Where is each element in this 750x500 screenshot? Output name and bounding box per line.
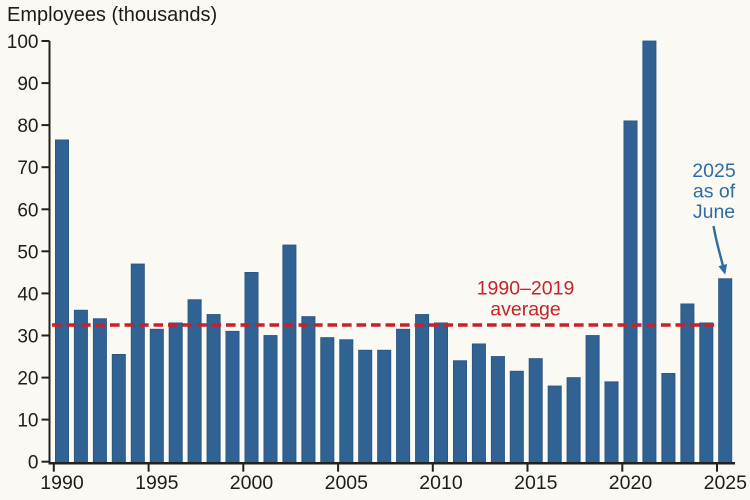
- bar-2002: [282, 244, 297, 464]
- y-tick-label-60: 60: [17, 200, 38, 221]
- x-tick-label-2010: 2010: [419, 472, 463, 494]
- y-tick-label-100: 100: [7, 32, 39, 53]
- bar-2017: [566, 377, 581, 464]
- bars-group: [55, 40, 733, 464]
- annotation-line1: 2025: [692, 160, 736, 182]
- x-tick-label-2015: 2015: [514, 472, 558, 494]
- bar-2022: [661, 372, 676, 464]
- annotation-arrow: [712, 225, 728, 275]
- x-tick-label-2000: 2000: [230, 472, 274, 494]
- bar-1996: [168, 322, 183, 464]
- bar-2015: [528, 358, 543, 464]
- bar-2004: [320, 337, 335, 464]
- bar-1999: [225, 330, 240, 464]
- bar-2018: [585, 335, 600, 464]
- y-tick-label-80: 80: [17, 116, 38, 137]
- average-label-line2: average: [490, 299, 560, 321]
- x-tick-label-2020: 2020: [609, 472, 653, 494]
- y-tick-label-10: 10: [17, 411, 38, 432]
- y-tick-label-20: 20: [17, 369, 38, 390]
- annotation-line2: as of: [693, 181, 736, 203]
- bar-2011: [452, 360, 467, 464]
- bar-2012: [471, 343, 486, 464]
- x-tick-label-1995: 1995: [135, 472, 179, 494]
- bar-1995: [149, 328, 164, 464]
- bar-2023: [680, 303, 695, 464]
- y-tick-label-0: 0: [28, 453, 39, 474]
- bar-2014: [509, 370, 524, 464]
- bar-2007: [377, 349, 392, 464]
- bar-2006: [358, 349, 373, 464]
- bar-2024: [699, 322, 714, 464]
- bar-2013: [490, 356, 505, 464]
- y-tick-label-90: 90: [17, 74, 38, 95]
- y-tick-label-40: 40: [17, 284, 38, 305]
- bar-1998: [206, 314, 221, 464]
- y-tick-label-70: 70: [17, 158, 38, 179]
- bar-2005: [339, 339, 354, 464]
- average-label-line1: 1990–2019: [477, 278, 575, 300]
- bar-1994: [130, 263, 145, 464]
- y-tick-label-30: 30: [17, 327, 38, 348]
- bar-2001: [263, 335, 278, 464]
- bar-2009: [415, 314, 430, 464]
- axes-group: 0 10 20 30 40 50 60 70 80 90 100 1990 1995 2000 2005 20…: [7, 32, 747, 494]
- bar-2025: [718, 278, 733, 464]
- x-tick-label-2005: 2005: [325, 472, 369, 494]
- bar-2021: [642, 40, 657, 464]
- bar-2010: [433, 322, 448, 464]
- bar-1992: [92, 318, 107, 464]
- bar-2020: [623, 120, 638, 464]
- x-tick-label-2025: 2025: [704, 472, 748, 494]
- bar-2000: [244, 271, 259, 464]
- bar-2019: [604, 381, 619, 464]
- bar-1993: [111, 353, 126, 464]
- bar-2008: [396, 328, 411, 464]
- y-tick-label-50: 50: [17, 242, 38, 263]
- bar-2003: [301, 316, 316, 464]
- x-tick-label-1990: 1990: [40, 472, 84, 494]
- bar-2016: [547, 385, 562, 464]
- bar-1991: [73, 309, 88, 464]
- bar-1990: [55, 139, 70, 464]
- y-axis-title: Employees (thousands): [7, 4, 217, 26]
- annotation-line3: June: [693, 201, 735, 223]
